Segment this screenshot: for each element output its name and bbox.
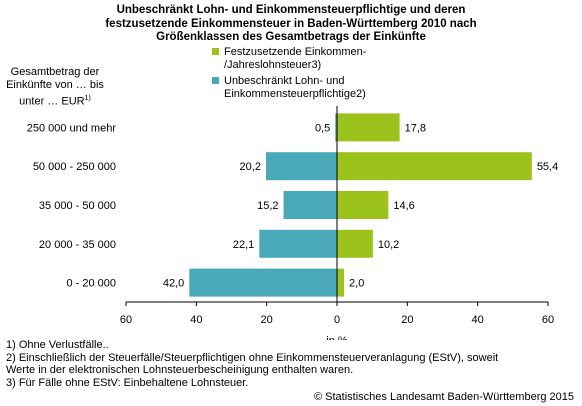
- category-label: 35 000 - 50 000: [39, 200, 116, 212]
- data-label-right: 10,2: [378, 239, 399, 251]
- bar-right: [337, 113, 400, 142]
- chart-title-line: Unbeschränkt Lohn- und Einkommensteuerpf…: [116, 4, 466, 16]
- legend-label: Einkommensteuerpflichtige2): [224, 88, 366, 100]
- bar-left: [335, 113, 337, 142]
- bar-right: [337, 152, 532, 181]
- chart-title-line: Größenklassen des Gesamtbetrags der Eink…: [156, 31, 426, 43]
- y-axis-label-line: Einkünfte von … bis: [6, 79, 104, 91]
- chart-title: Unbeschränkt Lohn- und Einkommensteuerpf…: [0, 4, 582, 45]
- bar-left: [259, 229, 337, 258]
- y-axis-label-line: unter … EUR1): [0, 92, 110, 109]
- data-label-right: 14,6: [393, 200, 414, 212]
- chart-title-line: festzusetzende Einkommensteuer in Baden-…: [105, 17, 477, 30]
- legend-label: /Jahreslohnsteuer3): [224, 59, 322, 71]
- x-tick-label: 40: [190, 314, 202, 326]
- bar-left: [189, 268, 337, 297]
- legend-label: Unbeschränkt Lohn- und: [224, 75, 345, 87]
- data-label-right: 17,8: [405, 122, 426, 134]
- x-tick-label: 40: [472, 314, 484, 326]
- x-axis-label: in %: [326, 335, 348, 340]
- data-label-left: 0,5: [315, 122, 330, 134]
- bar-right: [337, 268, 345, 297]
- y-axis-label-footnote: 1): [84, 95, 91, 102]
- data-label-left: 22,1: [233, 239, 254, 251]
- category-label: 0 - 20 000: [66, 278, 116, 290]
- category-label: 50 000 - 250 000: [33, 161, 116, 173]
- footnote: 1) Ohne Verlustfälle..: [6, 339, 109, 351]
- legend-item: Festzusetzende Einkommen-/Jahreslohnsteu…: [212, 46, 414, 72]
- data-label-left: 15,2: [257, 200, 278, 212]
- footnote: 3) Für Fälle ohne EStV: Einbehaltene Loh…: [6, 376, 249, 389]
- bar-right: [337, 191, 389, 219]
- legend-item: Unbeschränkt Lohn- und Einkommensteuerpfl…: [212, 75, 414, 101]
- bar-left: [265, 152, 337, 181]
- copyright: © Statistisches Landesamt Baden-Württemb…: [313, 391, 574, 403]
- legend-swatch: [212, 48, 219, 55]
- data-label-right: 2,0: [349, 278, 364, 290]
- x-tick-label: 20: [401, 314, 413, 326]
- footnotes: 1) Ohne Verlustfälle.. 2) Einschließlich …: [6, 339, 576, 389]
- footnote: 2) Einschließlich der Steuerfälle/Steuer…: [6, 351, 499, 364]
- butterfly-bar-chart: 60 40 20 0 20 40 60 in % 250 000 und mehr 0,5 17,8…: [27, 106, 558, 340]
- bar-right: [337, 229, 373, 258]
- legend-label: Festzusetzende Einkommen-: [224, 46, 367, 58]
- y-axis-label-text: unter … EUR: [19, 95, 85, 108]
- category-label: 20 000 - 35 000: [39, 239, 116, 251]
- data-label-right: 55,4: [537, 161, 558, 173]
- x-tick-label: 60: [542, 314, 554, 326]
- x-tick-label: 20: [261, 314, 273, 326]
- y-axis-label: Gesamtbetrag der Einkünfte von … bis unt…: [0, 66, 110, 109]
- legend: Festzusetzende Einkommen-/Jahreslohnsteu…: [212, 46, 414, 104]
- legend-swatch: [212, 77, 219, 84]
- footnote: Werte in der elektronischen Lohnsteuerbe…: [6, 364, 354, 376]
- bar-left: [283, 191, 337, 219]
- data-label-left: 20,2: [240, 161, 261, 173]
- data-label-left: 42,0: [163, 278, 184, 290]
- y-axis-label-line: Gesamtbetrag der: [10, 66, 100, 78]
- x-tick-label: 0: [334, 314, 340, 326]
- category-label: 250 000 und mehr: [27, 122, 117, 134]
- x-tick-label: 60: [120, 314, 132, 326]
